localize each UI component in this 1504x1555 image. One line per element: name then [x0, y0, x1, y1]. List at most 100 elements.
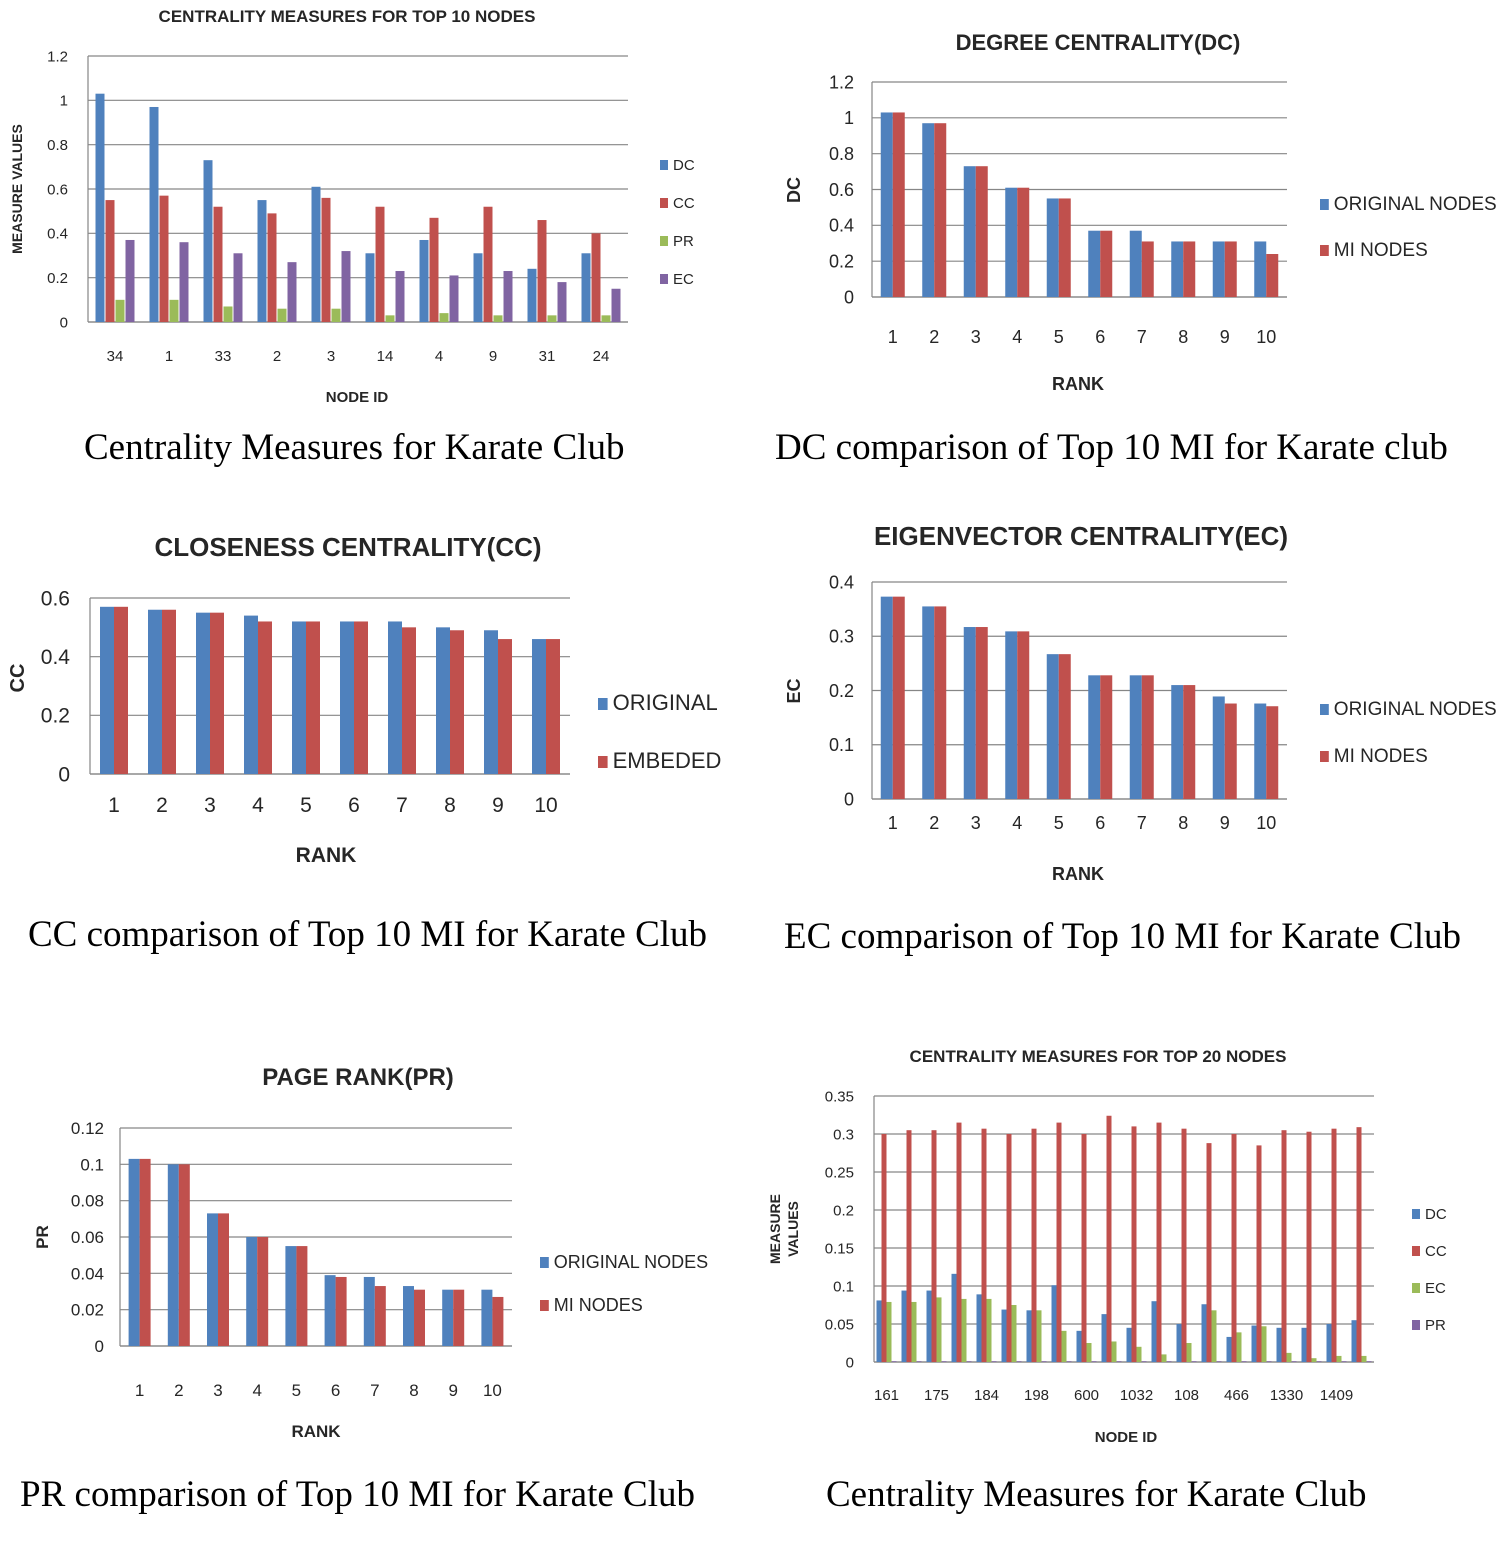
x-tick-label: 3 — [971, 327, 981, 347]
bar-ec — [1261, 1326, 1267, 1362]
bar-ec — [1136, 1346, 1142, 1362]
bar-mi-nodes — [218, 1213, 229, 1346]
x-tick-label: 2 — [156, 794, 168, 817]
x-tick-label: 9 — [1220, 327, 1230, 347]
bar-pr — [1066, 1361, 1072, 1362]
x-tick-label: 198 — [1024, 1387, 1049, 1404]
bar-ec — [1161, 1354, 1167, 1362]
x-tick-label: 3 — [213, 1381, 222, 1400]
bar-mi-nodes — [492, 1296, 504, 1346]
bar-cc — [375, 206, 385, 322]
x-tick-label: 3 — [327, 348, 335, 365]
bar-dc — [1201, 1304, 1207, 1362]
bar-mi-nodes — [257, 1237, 269, 1346]
y-tick-label: 0.04 — [71, 1264, 104, 1283]
bar-original-nodes — [1212, 241, 1225, 297]
legend-swatch — [1320, 245, 1329, 256]
bar-mi-nodes — [296, 1246, 308, 1346]
bar-original — [100, 606, 114, 774]
bar-pr — [277, 308, 287, 322]
legend-swatch — [1412, 1283, 1420, 1293]
bar-dc — [901, 1290, 907, 1362]
chart-degree-centrality: DEGREE CENTRALITY(DC) 0 0.2 0.4 0.6 0.8 1 1.2 1 2… — [784, 30, 1497, 394]
bar-original-nodes — [442, 1289, 454, 1346]
x-tick-label: 7 — [1137, 813, 1147, 833]
legend-swatch — [660, 274, 668, 284]
y-axis-label: MEASURE VALUES — [9, 124, 25, 254]
bar-original-nodes — [1254, 703, 1267, 799]
bar-pr — [1366, 1361, 1372, 1362]
x-tick-label: 1 — [165, 348, 173, 365]
bar-cc — [1356, 1127, 1362, 1362]
x-tick-label: 1 — [888, 327, 898, 347]
bar-ec — [557, 282, 567, 322]
x-tick-label: 175 — [924, 1387, 949, 1404]
y-tick-label: 0 — [844, 789, 854, 809]
x-tick-label: 466 — [1224, 1387, 1249, 1404]
x-tick-label: 1032 — [1120, 1387, 1153, 1404]
bar-mi-nodes — [1183, 241, 1196, 297]
bar-original-nodes — [1129, 675, 1142, 799]
bar-ec — [986, 1298, 992, 1362]
legend-label: CC — [1425, 1243, 1447, 1260]
bar-embeded — [114, 606, 128, 774]
x-tick-label: 4 — [435, 348, 443, 365]
bar-dc — [149, 106, 159, 322]
y-tick-label: 0.2 — [829, 251, 854, 271]
x-tick-label: 3 — [204, 794, 216, 817]
bar-ec — [1361, 1355, 1367, 1362]
legend-swatch — [660, 160, 668, 170]
x-tick-label: 34 — [107, 348, 124, 365]
bar-cc — [931, 1130, 937, 1362]
bar-dc — [1051, 1285, 1057, 1362]
bar-original-nodes — [1129, 230, 1142, 297]
chart-panel-1: CENTRALITY MEASURES FOR TOP 10 NODES 0 0.2… — [0, 0, 740, 420]
bar-cc — [1231, 1134, 1237, 1362]
bar-embeded — [258, 621, 272, 774]
y-tick-label: 0.1 — [833, 1278, 854, 1295]
x-tick-label: 6 — [1095, 813, 1105, 833]
bar-embeded — [354, 621, 368, 774]
y-tick-label: 0 — [60, 314, 68, 331]
legend-label: ORIGINAL NODES — [1334, 699, 1497, 720]
bar-pr — [439, 313, 449, 322]
bar-pr — [493, 315, 503, 322]
bar-cc — [1206, 1143, 1212, 1362]
y-axis-label: CC — [7, 664, 29, 693]
y-tick-label: 0.08 — [71, 1192, 104, 1211]
x-tick-label: 33 — [215, 348, 232, 365]
bar-ec — [449, 275, 459, 322]
bar-pr — [1266, 1361, 1272, 1362]
bar-embeded — [546, 639, 560, 774]
x-tick-label: 8 — [1178, 327, 1188, 347]
x-tick-label: 7 — [1137, 327, 1147, 347]
bar-pr — [1141, 1361, 1147, 1362]
bar-pr — [1116, 1361, 1122, 1362]
bar-original-nodes — [246, 1237, 258, 1346]
bar-dc — [976, 1294, 982, 1362]
bar-original-nodes — [1088, 230, 1101, 297]
bar-original-nodes — [324, 1275, 336, 1346]
bar-cc — [956, 1122, 962, 1362]
x-axis-label: NODE ID — [326, 389, 389, 406]
y-tick-label: 0.2 — [829, 681, 854, 701]
bar-dc — [203, 160, 213, 322]
bar-mi-nodes — [1100, 230, 1113, 297]
bar-pr — [547, 315, 557, 322]
bar-original-nodes — [1005, 631, 1018, 799]
bar-original-nodes — [880, 596, 893, 799]
chart-top10-measures: CENTRALITY MEASURES FOR TOP 10 NODES 0 0.2… — [9, 7, 695, 406]
bar-original — [484, 630, 498, 774]
bar-dc — [1176, 1324, 1182, 1362]
y-tick-label: 0.12 — [71, 1119, 104, 1138]
legend-swatch — [1320, 199, 1329, 210]
legend-label: ORIGINAL — [613, 690, 718, 715]
y-axis-label: PR — [33, 1225, 52, 1249]
x-tick-label: 24 — [593, 348, 610, 365]
bar-dc — [926, 1290, 932, 1362]
x-tick-label: 7 — [396, 794, 408, 817]
x-tick-label: 2 — [273, 348, 281, 365]
x-tick-label: 6 — [348, 794, 360, 817]
legend-label: DC — [673, 157, 695, 174]
caption-3: CC comparison of Top 10 MI for Karate Cl… — [28, 914, 708, 955]
